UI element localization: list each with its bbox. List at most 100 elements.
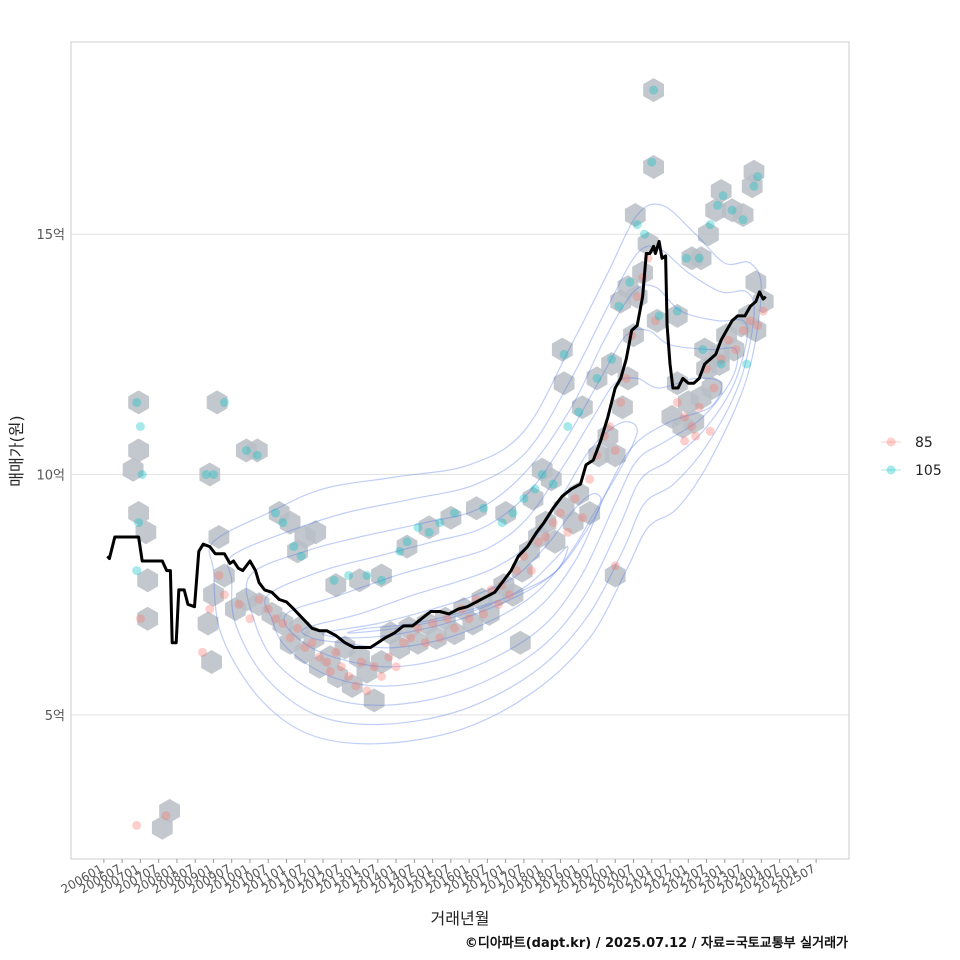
scatter-point-85 — [632, 292, 642, 302]
scatter-point-85 — [271, 614, 280, 624]
scatter-point-105 — [672, 306, 682, 316]
hexbin-cell — [710, 179, 732, 203]
hexbin-cell — [705, 198, 727, 223]
scatter-point-85 — [724, 335, 733, 345]
scatter-point-85 — [362, 686, 372, 696]
hexbin-cell — [745, 270, 767, 295]
hexbin-cell — [371, 650, 392, 674]
hexbin-cell — [540, 467, 562, 492]
hexbin-cell — [511, 558, 533, 583]
scatter-point-105 — [329, 575, 339, 585]
hexbin-cell — [305, 520, 327, 545]
hexbin-cell — [462, 611, 484, 636]
hexbin-cell — [206, 390, 228, 415]
hexbin-cell — [562, 510, 584, 535]
hexbin-cell — [553, 371, 575, 396]
density-contour — [321, 493, 602, 639]
density-contour-layer — [208, 203, 762, 745]
scatter-point-85 — [577, 513, 587, 523]
hexbin-cell — [137, 568, 159, 593]
scatter-point-105 — [497, 518, 507, 528]
y-tick-label: 10억 — [36, 469, 65, 484]
hexbin-cell — [396, 534, 418, 559]
scatter-point-105 — [424, 527, 434, 537]
hexbin-cell — [287, 539, 308, 564]
scatter-point-105 — [278, 518, 288, 528]
scatter-point-105 — [530, 484, 540, 494]
hexbin-cell — [466, 496, 487, 521]
scatter-point-105 — [344, 571, 354, 580]
scatter-point-85 — [479, 609, 489, 619]
scatter-point-85 — [541, 532, 551, 542]
scatter-point-85 — [398, 638, 408, 648]
scatter-point-85 — [585, 474, 595, 484]
scatter-point-85 — [428, 619, 438, 628]
hexbin-cell — [632, 260, 653, 285]
hexbin-cell — [698, 222, 719, 247]
scatter-point-85 — [278, 619, 288, 628]
x-axis-ticks: 2006012006072007012007072008012008072009… — [59, 859, 818, 897]
density-contour — [283, 377, 723, 668]
scatter-point-105 — [241, 446, 251, 455]
scatter-point-85 — [716, 354, 726, 364]
scatter-point-85 — [616, 397, 626, 407]
hexbin-cell — [201, 650, 222, 674]
scatter-point-85 — [413, 623, 423, 633]
scatter-point-105 — [395, 546, 405, 556]
scatter-point-105 — [574, 407, 584, 417]
scatter-point-85 — [391, 662, 401, 672]
scatter-point-105 — [742, 359, 752, 369]
scatter-point-105 — [209, 470, 218, 479]
hexbin-cell — [325, 573, 347, 598]
scatter-point-85 — [753, 321, 763, 330]
hexbin-cell — [371, 563, 392, 588]
scatter-point-105 — [716, 359, 726, 369]
hexbin-cell — [690, 246, 712, 271]
hexbin-cell — [723, 337, 745, 362]
scatter-point-85 — [198, 647, 207, 657]
scatter-point-105 — [289, 542, 299, 552]
scatter-point-105 — [563, 422, 573, 431]
scatter-point-85 — [680, 412, 690, 422]
scatter-point-105 — [682, 253, 691, 263]
scatter-point-105 — [738, 215, 748, 225]
hexbin-cell — [279, 510, 301, 535]
hexbin-cell — [208, 525, 230, 549]
scatter-point-105 — [402, 537, 412, 547]
scatter-point-85 — [450, 623, 459, 633]
scatter-point-85 — [526, 566, 536, 576]
hexbin-cell — [122, 457, 144, 482]
scatter-point-85 — [610, 446, 620, 455]
scatter-point-105 — [559, 349, 569, 359]
hexbin-cell — [572, 395, 593, 420]
scatter-point-105 — [271, 508, 280, 518]
hexbin-cell — [341, 674, 363, 698]
scatter-point-85 — [435, 633, 445, 643]
scatter-point-85 — [245, 614, 255, 624]
hexbin-cell — [214, 563, 235, 588]
hexbin-cell — [604, 443, 626, 468]
hexbin-cell — [425, 625, 447, 650]
hexbin-cell — [612, 395, 633, 420]
scatter-point-85 — [672, 397, 682, 407]
density-contour — [208, 203, 762, 745]
scatter-point-85 — [758, 306, 768, 316]
scatter-point-85 — [610, 561, 620, 571]
scatter-point-105 — [640, 229, 649, 239]
scatter-point-85 — [745, 316, 755, 326]
trend-line-layer — [106, 239, 767, 649]
hexbin-cell — [732, 203, 754, 227]
scatter-point-85 — [548, 518, 558, 528]
scatter-points-layer — [132, 85, 768, 830]
plot-panel-border — [70, 41, 850, 860]
hexbin-cell — [203, 582, 224, 607]
hexbin-cell — [128, 438, 149, 463]
hexbin-cell — [363, 688, 385, 713]
legend-item-85: 85 — [881, 435, 933, 451]
density-contour — [245, 284, 749, 706]
median-trend-line — [106, 239, 767, 649]
scatter-point-85 — [705, 426, 715, 436]
hexbin-cell — [666, 303, 688, 328]
scatter-point-85 — [132, 820, 142, 830]
scatter-point-105 — [479, 503, 489, 513]
